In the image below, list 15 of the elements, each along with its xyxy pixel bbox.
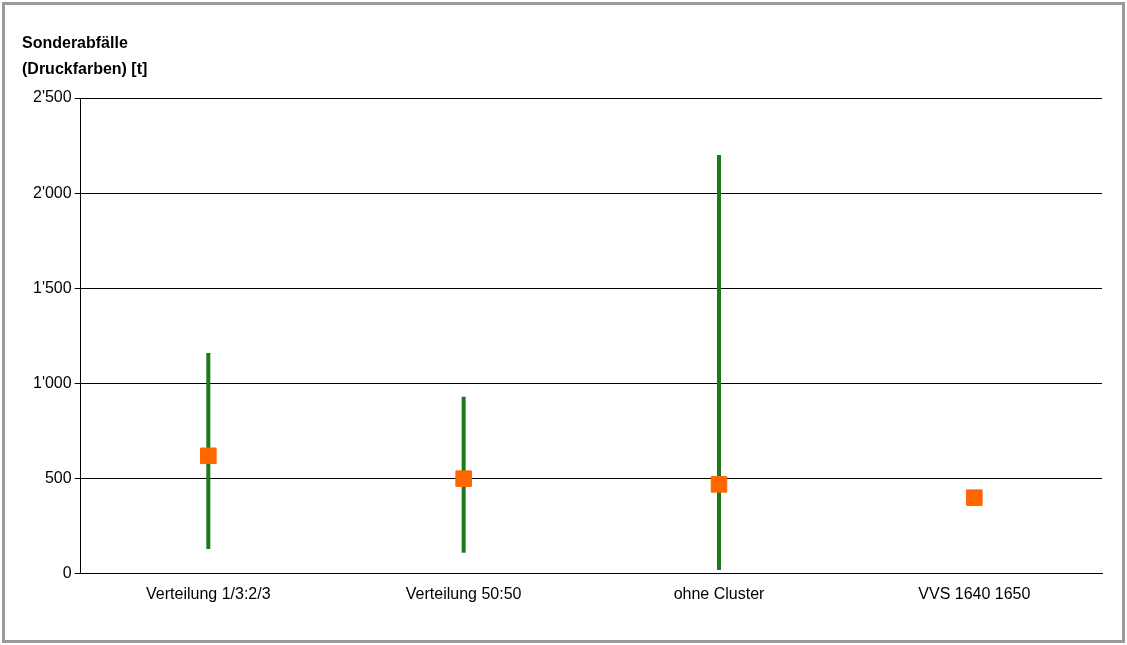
point [710, 476, 728, 493]
y-tick-label: 1'000 [32, 373, 72, 391]
point [200, 447, 217, 465]
y-tick-label: 500 [44, 469, 72, 487]
y-tick-label: 0 [62, 564, 72, 582]
point [455, 470, 472, 487]
x-tick-label: Verteilung 50:50 [405, 584, 522, 602]
point [966, 489, 983, 506]
y-axis-title: Sonderabfälle (Druckfarben) [t] [22, 33, 149, 79]
y-tick-label: 2'500 [32, 88, 72, 106]
x-tick-label: VVS 1640 1650 [918, 584, 1031, 602]
y-tick-label: 2'000 [32, 183, 72, 201]
x-tick-label: Verteilung 1/3:2/3 [146, 584, 271, 602]
y-tick-label: 1'500 [32, 278, 72, 296]
x-tick-label: ohne Cluster [673, 584, 766, 602]
